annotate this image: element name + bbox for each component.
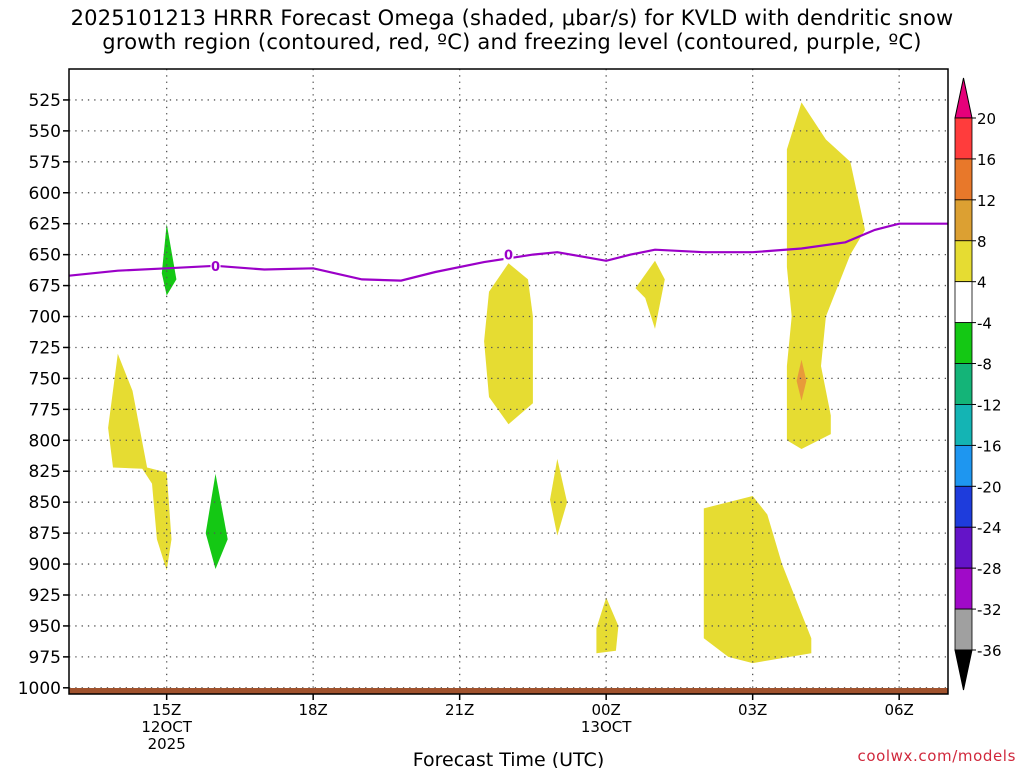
y-tick-label-550: 550 <box>29 122 61 142</box>
colorbar-swatch-1 <box>954 158 973 201</box>
chart-title-line-2: growth region (contoured, red, ºC) and f… <box>102 30 922 54</box>
y-tick-label-650: 650 <box>29 246 61 266</box>
y-tick-label-875: 875 <box>29 524 61 544</box>
x-tick-label-15Z: 15Z <box>152 701 181 719</box>
y-tick-label-575: 575 <box>29 153 61 173</box>
colorbar-label-5: -4 <box>977 315 992 333</box>
y-tick-label-750: 750 <box>29 369 61 389</box>
y-tick-label-950: 950 <box>29 617 61 637</box>
colorbar-swatch-5 <box>954 322 973 364</box>
y-tick-label-625: 625 <box>29 215 61 235</box>
colorbar-swatch-9 <box>954 485 973 528</box>
omega-region-plus4-6 <box>596 597 619 654</box>
colorbar-swatch-12 <box>954 608 973 651</box>
colorbar-bottom-arrow <box>954 649 973 691</box>
colorbar-label-3: 8 <box>977 233 987 251</box>
colorbar-label-9: -20 <box>977 478 1002 496</box>
freezing-label-bg-0 <box>210 258 221 272</box>
colorbar-swatch-8 <box>954 444 973 487</box>
plot-frame <box>68 68 949 695</box>
source-watermark: coolwx.com/models <box>857 747 1016 765</box>
freezing-label-bg-1 <box>503 247 514 261</box>
x-tick-date-00Z: 13OCT <box>581 718 632 736</box>
y-tick-label-800: 800 <box>29 431 61 451</box>
colorbar-label-0: 20 <box>977 110 996 128</box>
omega-region-plus4-0 <box>108 353 172 571</box>
omega-region-minus4-1 <box>161 223 177 296</box>
y-tick-label-775: 775 <box>29 400 61 420</box>
y-tick-label-825: 825 <box>29 462 61 482</box>
y-tick-label-900: 900 <box>29 555 61 575</box>
colorbar-swatch-7 <box>954 404 973 446</box>
y-tick-label-700: 700 <box>29 308 61 328</box>
y-tick-label-925: 925 <box>29 586 61 606</box>
colorbar-swatch-3 <box>954 240 973 283</box>
omega-region-plus4-4 <box>550 458 568 536</box>
freezing-level-label-0: 0 <box>211 260 220 275</box>
colorbar-label-2: 12 <box>977 192 996 210</box>
colorbar-swatch-10 <box>954 526 973 569</box>
omega-regions <box>108 102 865 664</box>
colorbar-swatch-0 <box>954 117 973 160</box>
x-tick-label-03Z: 03Z <box>738 701 767 719</box>
omega-region-plus4-5 <box>635 260 665 329</box>
x-tick-label-18Z: 18Z <box>298 701 327 719</box>
colorbar-top-arrow <box>954 77 973 119</box>
y-tick-label-975: 975 <box>29 648 61 668</box>
colorbar-swatch-11 <box>954 567 973 610</box>
colorbar-label-10: -24 <box>977 519 1002 537</box>
colorbar-swatch-4 <box>954 281 973 324</box>
x-tick-year-15Z: 2025 <box>148 735 186 753</box>
freezing-level-line <box>69 222 948 282</box>
colorbar-label-4: 4 <box>977 274 987 292</box>
colorbar-label-11: -28 <box>977 560 1002 578</box>
x-axis-label: Forecast Time (UTC) <box>413 749 604 768</box>
colorbar-label-8: -16 <box>977 437 1002 455</box>
y-tick-label-1000: 1000 <box>18 679 61 699</box>
x-tick-label-21Z: 21Z <box>445 701 474 719</box>
colorbar-label-13: -36 <box>977 642 1002 660</box>
x-tick-label-06Z: 06Z <box>884 701 913 719</box>
y-tick-label-525: 525 <box>29 91 61 111</box>
x-tick-label-00Z: 00Z <box>591 701 620 719</box>
colorbar-label-7: -12 <box>977 396 1002 414</box>
omega-region-minus4-2 <box>205 473 228 569</box>
surface-band <box>69 688 948 694</box>
freezing-level-label-1: 0 <box>504 249 513 264</box>
omega-region-plus8-9 <box>796 359 807 401</box>
omega-region-plus4-8 <box>786 102 865 450</box>
colorbar-label-6: -8 <box>977 356 992 374</box>
omega-region-plus4-3 <box>484 263 533 425</box>
colorbar-label-1: 16 <box>977 151 996 169</box>
y-tick-label-600: 600 <box>29 184 61 204</box>
y-tick-label-850: 850 <box>29 493 61 513</box>
y-tick-label-675: 675 <box>29 277 61 297</box>
colorbar-swatch-2 <box>954 199 973 242</box>
x-tick-date-15Z: 12OCT <box>141 718 192 736</box>
chart-title-line-1: 2025101213 HRRR Forecast Omega (shaded, … <box>70 6 954 30</box>
colorbar-swatch-6 <box>954 363 973 405</box>
colorbar-label-12: -32 <box>977 601 1002 619</box>
omega-region-plus4-7 <box>703 496 812 664</box>
y-tick-label-725: 725 <box>29 338 61 358</box>
